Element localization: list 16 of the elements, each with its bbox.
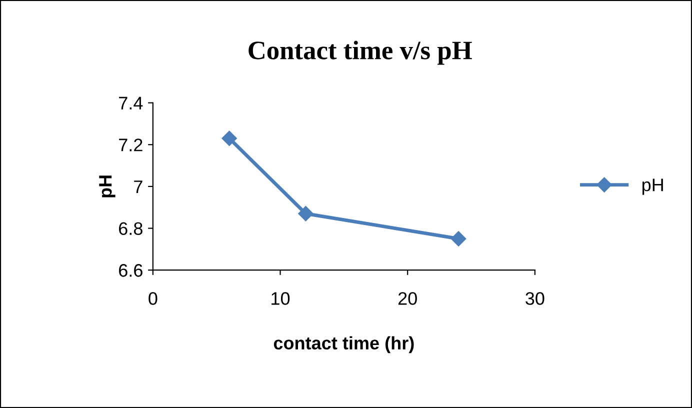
x-tick-label: 0 [148, 292, 158, 305]
point [450, 231, 466, 246]
x-tick-label: 10 [272, 292, 290, 305]
y-tick-label: 6.6 [119, 264, 142, 277]
y-tick-label: 7 [134, 180, 142, 193]
legend-label: pH [642, 178, 663, 195]
y-tick-label: 6.8 [119, 222, 142, 235]
y-axis-title: pH [99, 176, 116, 198]
x-tick-label: 20 [398, 292, 417, 305]
chart-title: Contact time v/s pH [248, 40, 472, 65]
x-tick-label: 30 [526, 292, 544, 305]
point [298, 206, 314, 222]
y-tick-label: 7.4 [119, 96, 143, 110]
y-tick-label: 7.2 [119, 138, 142, 152]
point [222, 130, 237, 146]
x-axis-title: contact time (hr) [274, 336, 414, 354]
